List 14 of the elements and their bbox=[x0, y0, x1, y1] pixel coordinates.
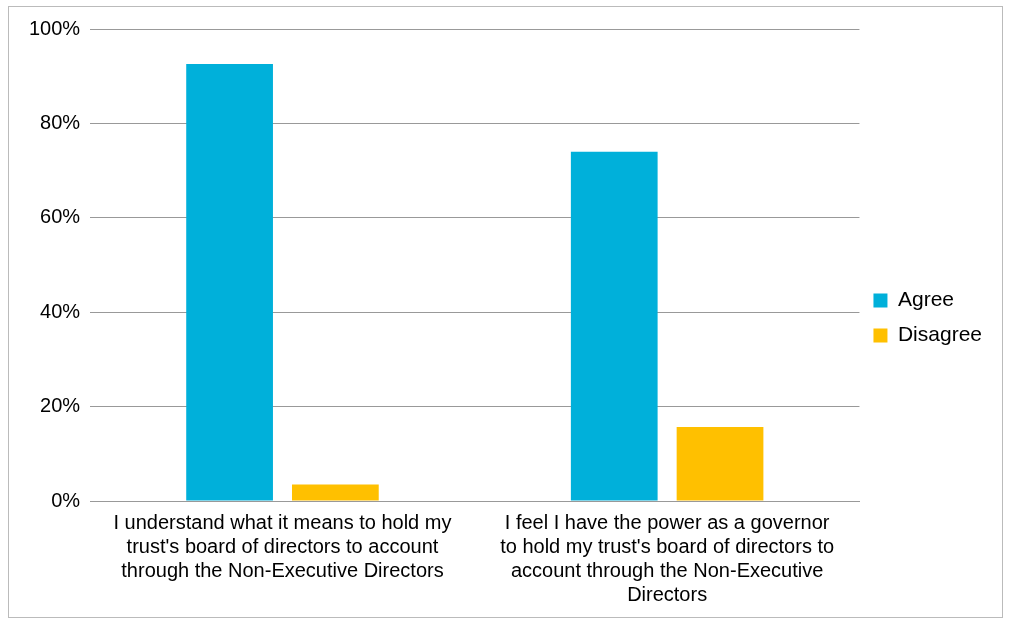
y-tick-label: 40% bbox=[40, 299, 81, 322]
y-tick-label: 0% bbox=[51, 488, 81, 511]
bar bbox=[570, 151, 658, 501]
legend-label: Disagree bbox=[897, 322, 983, 346]
bar bbox=[186, 63, 273, 501]
bar bbox=[676, 426, 764, 501]
x-tick-label: I understand what it means to hold my trust's board of directors to account through the Non-Executive Directors bbox=[113, 510, 452, 581]
y-tick-label: 100% bbox=[29, 16, 81, 39]
x-tick-label: I feel I have the power as a governor to hold my trust's board of directors to account through the Non-Executive Directors bbox=[500, 510, 835, 605]
legend-label: Agree bbox=[897, 287, 955, 311]
y-tick-label: 80% bbox=[40, 110, 81, 133]
y-tick-label: 20% bbox=[40, 394, 81, 417]
y-tick-label: 60% bbox=[40, 205, 81, 228]
bar bbox=[292, 484, 379, 501]
